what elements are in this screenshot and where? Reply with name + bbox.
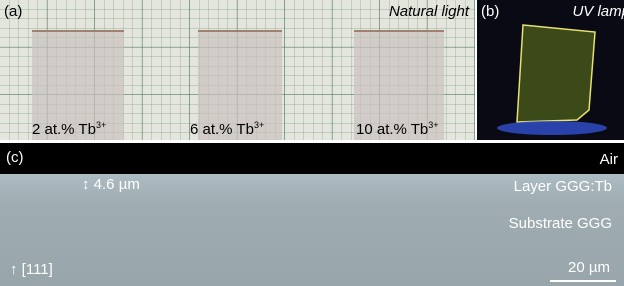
direction: [111]: [22, 261, 53, 278]
grid-paper: [0, 0, 475, 140]
sample-label: 6 at.% Tb3+: [190, 120, 264, 138]
superscript: 3+: [428, 120, 438, 130]
thickness: 4.6 µm: [94, 176, 140, 193]
air-region: [0, 143, 624, 174]
superscript: 3+: [96, 120, 106, 130]
scale-bar-label: 20 µm: [568, 259, 610, 276]
panel-c: (c) Air ↕ 4.6 µm Layer GGG:Tb Substrate …: [0, 143, 624, 286]
layer-label: Layer GGG:Tb: [514, 178, 612, 195]
uv-photo: [477, 0, 624, 140]
panel-label: (a): [4, 3, 22, 20]
sample-label: 2 at.% Tb3+: [32, 120, 106, 138]
panel-label: (c): [6, 149, 24, 166]
caption: UV lamp: [572, 3, 624, 20]
panel-b: (b) UV lamp: [477, 0, 624, 140]
substrate-label: Substrate GGG: [509, 215, 612, 232]
sample-label: 10 at.% Tb3+: [356, 120, 439, 138]
sample-text: 2 at.% Tb: [32, 121, 96, 138]
panel-label: (b): [481, 3, 499, 20]
sample-text: 6 at.% Tb: [190, 121, 254, 138]
caption: Natural light: [389, 3, 469, 20]
direction-label: ↑ [111]: [10, 261, 53, 278]
scale-bar: [550, 280, 616, 282]
air-label: Air: [600, 151, 618, 168]
figure: (a) Natural light 2 at.% Tb3+ 6 at.% Tb3…: [0, 0, 624, 286]
thickness-label: ↕ 4.6 µm: [82, 176, 140, 193]
superscript: 3+: [254, 120, 264, 130]
sample-text: 10 at.% Tb: [356, 121, 428, 138]
panel-a: (a) Natural light 2 at.% Tb3+ 6 at.% Tb3…: [0, 0, 475, 140]
